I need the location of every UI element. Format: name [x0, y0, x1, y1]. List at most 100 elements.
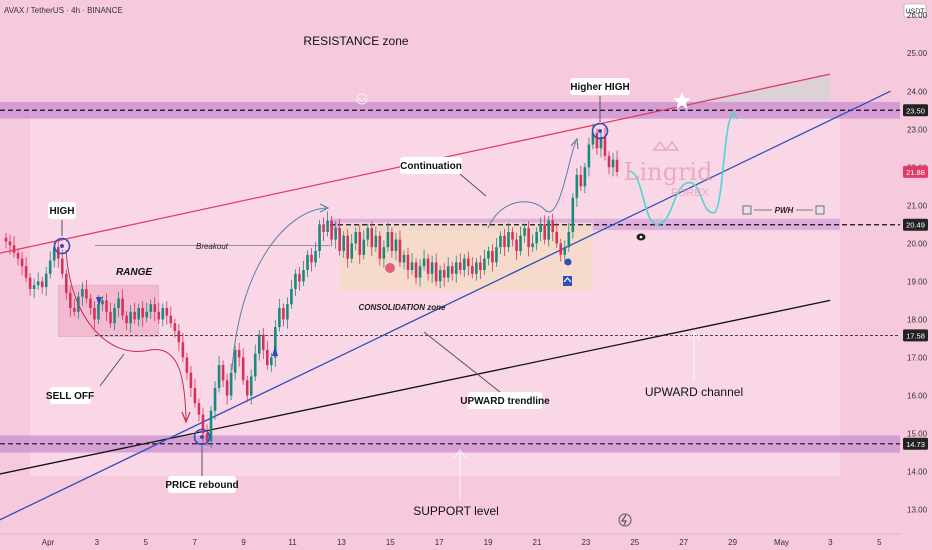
price-tick-label: 16.00	[907, 391, 928, 400]
time-tick-label: 9	[241, 538, 246, 547]
higher-high-circle-dot	[598, 129, 602, 133]
resistance-wedge	[689, 74, 831, 102]
candle-body	[137, 308, 140, 320]
continuation-arrow	[487, 141, 577, 229]
candle-body	[237, 349, 241, 358]
high-circle-dot	[60, 244, 64, 248]
candle-body	[266, 349, 269, 366]
time-tick-label: 19	[484, 538, 493, 547]
time-axis-ticks[interactable]: Apr 3 5 7 9 11 13 15 17 19 21 23 25 27 29 May 3 5	[42, 538, 882, 547]
candle-body	[306, 254, 309, 270]
candle-body	[177, 330, 181, 343]
candle-body	[338, 228, 341, 251]
candle-body	[294, 273, 297, 290]
candle-body	[583, 167, 587, 187]
price-tick-label: 18.00	[907, 315, 928, 324]
support-arrowhead	[453, 449, 467, 459]
chart-header-title: AVAX / TetherUS · 4h · BINANCE	[4, 6, 123, 15]
range-label: RANGE	[116, 267, 152, 278]
candle-body	[201, 414, 205, 434]
pwh-left-checkbox-icon	[742, 205, 752, 215]
candle-body	[531, 243, 534, 248]
candle-body	[105, 300, 108, 312]
candle-body	[113, 308, 116, 324]
price-tag-box	[903, 437, 928, 450]
candle-body	[422, 258, 426, 267]
candle-body	[261, 334, 265, 350]
candle-body	[205, 433, 209, 442]
candle-body	[181, 342, 185, 358]
candle-body	[173, 323, 177, 331]
candle-body	[101, 300, 104, 305]
upward-trendline-label: UPWARD trendline	[460, 396, 550, 407]
candle-body	[286, 304, 289, 320]
candle-body	[587, 144, 591, 168]
candle-body	[233, 349, 237, 373]
candle-body	[44, 273, 48, 288]
high-label: HIGH	[50, 206, 75, 217]
candle-body	[434, 262, 438, 282]
sell-off-arrow	[65, 249, 187, 421]
candle-body	[253, 353, 257, 377]
price-tick-label: 15.00	[907, 430, 928, 439]
candle-body	[543, 224, 546, 240]
currency-badge[interactable]	[903, 3, 927, 18]
candle-body	[241, 357, 245, 381]
rebound-circle-dot	[200, 435, 204, 439]
candle-body	[32, 285, 36, 290]
candle-body	[563, 247, 567, 255]
candle-body	[48, 260, 52, 274]
idea-down-icon	[356, 93, 368, 105]
candle-body	[547, 220, 550, 240]
higher-high-label: Higher HIGH	[570, 82, 629, 93]
candle-body	[366, 228, 370, 240]
high-label-box	[48, 202, 76, 219]
projection-layer	[628, 111, 738, 226]
price-tick-label: 14.00	[907, 468, 928, 477]
candle-body	[595, 133, 599, 149]
continuation-label-box	[400, 157, 462, 174]
candle-body	[129, 311, 132, 324]
candle-body	[165, 308, 169, 316]
price-tick-label: 23.00	[907, 125, 928, 134]
candle-body	[491, 250, 494, 263]
price-tag-box	[903, 104, 928, 117]
pwh-right-checkbox-icon	[815, 205, 825, 215]
down-marker-icon	[96, 297, 102, 306]
price-tag-label: 17.58	[906, 331, 925, 340]
candle-body	[161, 308, 165, 320]
candle-body	[24, 266, 28, 278]
candle-body	[245, 380, 249, 396]
candle-body	[141, 308, 144, 318]
price-tag-box	[903, 218, 928, 231]
candle-body	[282, 308, 285, 320]
candle-body	[499, 235, 502, 248]
sell-off-label-box	[50, 387, 91, 404]
continuation-arrowhead	[570, 137, 579, 150]
candle-body	[153, 304, 157, 312]
candle-body	[567, 231, 571, 248]
crown-icon	[652, 140, 680, 152]
support-level-label: SUPPORT level	[413, 504, 499, 518]
candle-body	[97, 304, 100, 320]
candle-body	[157, 311, 161, 320]
candle-body	[354, 231, 358, 244]
higher-high-circle-marker	[591, 122, 609, 140]
watermark-sub-text: FOREX	[671, 187, 710, 199]
upward-trendline-label-box	[468, 392, 542, 409]
candle-body	[213, 387, 217, 411]
candle-body	[270, 357, 273, 366]
candle-body	[73, 308, 76, 312]
continuation-label: Continuation	[400, 161, 462, 172]
candle-body	[169, 315, 173, 324]
candle-body	[495, 247, 498, 263]
candle-body	[197, 403, 201, 415]
price-axis-background	[900, 0, 932, 550]
candle-body	[326, 220, 329, 232]
candle-body	[346, 235, 349, 259]
candle-body	[189, 372, 193, 388]
candle-body	[507, 231, 510, 248]
candle-body	[511, 231, 514, 240]
